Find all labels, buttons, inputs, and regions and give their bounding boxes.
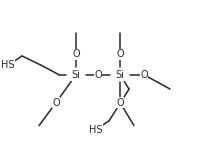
Text: HS: HS [1, 60, 15, 70]
Text: O: O [140, 70, 148, 80]
Text: O: O [52, 98, 60, 107]
Text: Si: Si [72, 70, 80, 80]
Text: O: O [116, 98, 124, 107]
Text: HS: HS [89, 125, 103, 135]
Text: O: O [94, 70, 102, 80]
Text: Si: Si [116, 70, 124, 80]
Text: O: O [116, 49, 124, 59]
Text: O: O [72, 49, 80, 59]
